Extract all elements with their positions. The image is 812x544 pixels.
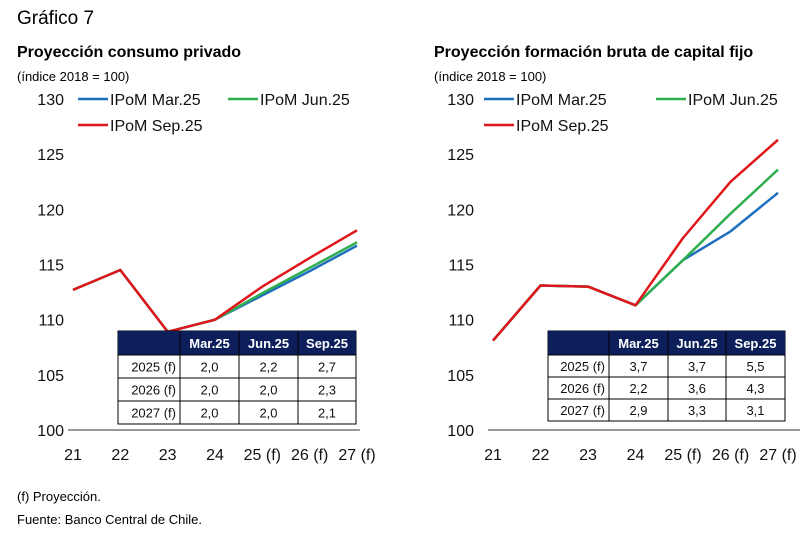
footnote-source: Fuente: Banco Central de Chile.: [17, 512, 202, 527]
y-tick-label: 120: [447, 202, 474, 219]
x-tick-label: 25 (f): [244, 447, 281, 464]
series-line: [492, 138, 779, 342]
y-tick-label: 130: [447, 92, 474, 109]
table-row-label: 2026 (f): [560, 381, 605, 396]
table-header-cell: Jun.25: [248, 336, 289, 351]
chart-2-title: Proyección formación bruta de capital fi…: [434, 44, 754, 61]
table-cell: 3,7: [629, 359, 647, 374]
legend-label: IPoM Sep.25: [110, 118, 203, 135]
table-cell: 3,1: [746, 403, 764, 418]
table-row-label: 2025 (f): [560, 359, 605, 374]
chart-2: 100 105 110 115 120 125 130 21 22 23 24 25 (f) 26 (f…: [447, 92, 800, 464]
table-cell: 2,0: [200, 383, 218, 398]
y-tick-label: 120: [37, 202, 64, 219]
y-tick-label: 130: [37, 92, 64, 109]
y-tick-label: 100: [447, 423, 474, 440]
footnote-projection: (f) Proyección.: [17, 489, 101, 504]
table-row-label: 2026 (f): [131, 383, 176, 398]
table-cell: 2,0: [259, 406, 277, 421]
chart-2-subtitle: (índice 2018 = 100): [434, 69, 547, 84]
table-header-cell: Sep.25: [735, 336, 777, 351]
x-tick-label: 24: [206, 447, 224, 464]
table-cell: 2,0: [259, 383, 277, 398]
x-tick-label: 27 (f): [759, 447, 796, 464]
table-header-cell: Mar.25: [618, 336, 658, 351]
y-tick-label: 115: [38, 258, 64, 275]
table-cell: 2,0: [200, 360, 218, 375]
table-cell: 3,3: [688, 403, 706, 418]
table-cell: 3,7: [688, 359, 706, 374]
x-tick-label: 26 (f): [712, 447, 749, 464]
table-cell: 2,3: [318, 383, 336, 398]
chart-1: 100 105 110 115 120 125 130 21 22 23 24 25 (f) 26 (f…: [37, 92, 375, 464]
table-cell: 5,5: [746, 359, 764, 374]
x-tick-label: 21: [64, 447, 82, 464]
chart-1-subtitle: (índice 2018 = 100): [17, 69, 130, 84]
figure-title: Gráfico 7: [17, 8, 95, 29]
y-tick-label: 105: [37, 368, 64, 385]
legend-label: IPoM Mar.25: [110, 92, 201, 109]
table-header-bar: [548, 331, 785, 355]
table-header-cell: Sep.25: [306, 336, 348, 351]
x-tick-label: 24: [627, 447, 645, 464]
x-tick-label: 23: [579, 447, 597, 464]
legend-label: IPoM Mar.25: [516, 92, 607, 109]
table-row-label: 2025 (f): [131, 360, 176, 375]
x-tick-label: 22: [111, 447, 129, 464]
table-header-cell: Mar.25: [189, 336, 229, 351]
series-line: [492, 191, 779, 342]
legend-label: IPoM Jun.25: [260, 92, 350, 109]
table-cell: 2,9: [629, 403, 647, 418]
legend-label: IPoM Jun.25: [688, 92, 778, 109]
x-tick-label: 22: [532, 447, 550, 464]
table-cell: 2,7: [318, 360, 336, 375]
table-cell: 2,2: [259, 360, 277, 375]
x-tick-label: 27 (f): [338, 447, 375, 464]
table-cell: 2,1: [318, 406, 336, 421]
y-tick-label: 110: [448, 313, 474, 330]
table-cell: 4,3: [746, 381, 764, 396]
y-tick-label: 115: [448, 258, 474, 275]
x-tick-label: 26 (f): [291, 447, 328, 464]
y-tick-label: 110: [38, 313, 64, 330]
x-tick-label: 25 (f): [664, 447, 701, 464]
x-tick-label: 21: [484, 447, 502, 464]
y-tick-label: 105: [447, 368, 474, 385]
table-header-bar: [118, 331, 356, 355]
table-cell: 2,0: [200, 406, 218, 421]
series-line: [492, 168, 779, 342]
growth-table: Mar.25 Jun.25 Sep.25 2025 (f) 3,7 3,7 5,5 2026 …: [547, 330, 786, 422]
growth-table: Mar.25 Jun.25 Sep.25 2025 (f) 2,0 2,2 2,7 2026 …: [117, 330, 357, 425]
chart-1-title: Proyección consumo privado: [17, 44, 242, 61]
legend-label: IPoM Sep.25: [516, 118, 609, 135]
table-row-label: 2027 (f): [131, 406, 176, 421]
y-tick-label: 125: [447, 147, 474, 164]
table-row-label: 2027 (f): [560, 403, 605, 418]
table-header-cell: Jun.25: [676, 336, 717, 351]
y-tick-label: 125: [37, 147, 64, 164]
table-cell: 2,2: [629, 381, 647, 396]
table-cell: 3,6: [688, 381, 706, 396]
x-tick-label: 23: [159, 447, 177, 464]
series-line: [72, 229, 358, 334]
y-tick-label: 100: [37, 423, 64, 440]
